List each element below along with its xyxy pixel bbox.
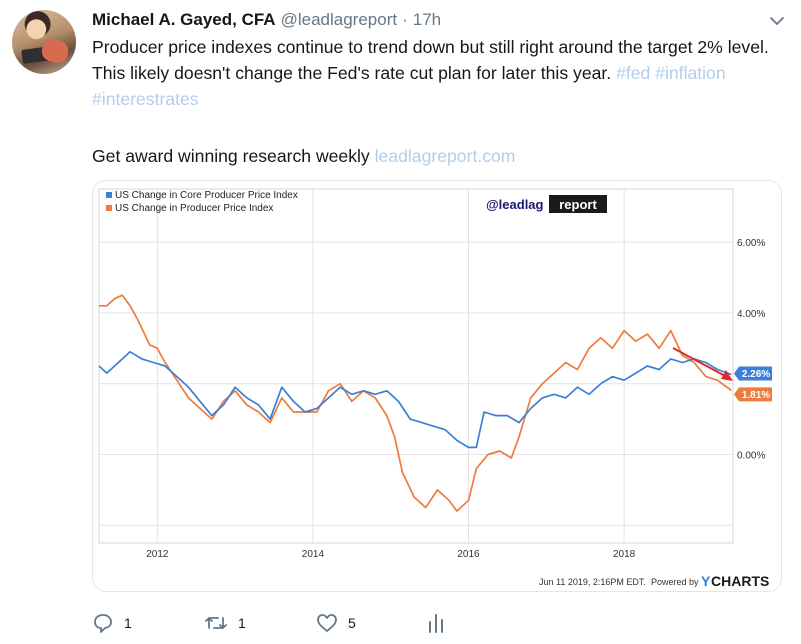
x-tick-label: 2014 [302, 549, 325, 560]
tweet-actions: 1 1 5 [92, 608, 492, 638]
analytics-action[interactable] [426, 608, 446, 638]
y-tick-label: 6.00% [737, 238, 765, 249]
series-line-ppi [99, 294, 732, 512]
x-tick-label: 2012 [146, 549, 169, 560]
reply-icon [94, 614, 112, 633]
tweet-text: Producer price indexes continue to trend… [92, 34, 782, 112]
chart-card[interactable]: 6.00% 4.00% 0.00% 2012 2014 2016 2018 2.26% 1.81… [92, 180, 782, 592]
hashtag-inflation[interactable]: #inflation [655, 63, 726, 83]
last-value-label: 1.81% [742, 390, 770, 401]
legend-entry: US Change in Core Producer Price Index [115, 190, 298, 201]
ycharts-brand-y: Y [701, 573, 711, 589]
separator-dot: · [402, 10, 408, 29]
tweet-timestamp[interactable]: 17h [412, 10, 442, 29]
series-line-core-ppi [98, 350, 732, 449]
legend-entry: US Change in Producer Price Index [115, 203, 273, 214]
plot-area [98, 188, 734, 544]
x-tick-label: 2016 [457, 549, 480, 560]
analytics-icon [429, 614, 443, 633]
y-tick-label: 4.00% [737, 309, 765, 320]
watermark-report-box [549, 195, 607, 213]
x-tick-label: 2018 [613, 549, 636, 560]
ycharts-brand-text: CHARTS [711, 573, 769, 589]
reply-count: 1 [124, 615, 132, 631]
arrow-annotation-line [672, 347, 728, 378]
chart-timestamp: Jun 11 2019, 2:16PM EDT. [539, 577, 646, 587]
like-count: 5 [348, 615, 356, 631]
author-name[interactable]: Michael A. Gayed, CFA [92, 10, 276, 29]
watermark-report: report [559, 197, 597, 212]
ppi-chart: 6.00% 4.00% 0.00% 2012 2014 2016 2018 2.26% 1.81… [98, 188, 772, 589]
y-tick-label: 0.00% [737, 451, 765, 462]
research-text: Get award winning research weekly [92, 146, 370, 166]
arrow-annotation-head [721, 370, 733, 381]
legend-swatch [106, 192, 112, 198]
watermark-leadlag: @leadlag [486, 197, 544, 212]
author-handle[interactable]: @leadlagreport [280, 10, 398, 29]
research-link[interactable]: leadlagreport.com [374, 146, 516, 166]
tweet-header: Michael A. Gayed, CFA @leadlagreport · 1… [92, 10, 441, 30]
retweet-count: 1 [238, 615, 246, 631]
retweet-icon [205, 617, 227, 629]
last-value-badge [734, 366, 772, 381]
retweet-action[interactable]: 1 [204, 608, 246, 638]
last-value-label: 2.26% [742, 369, 770, 380]
tweet-body: Producer price indexes continue to trend… [92, 37, 769, 83]
hashtag-fed[interactable]: #fed [616, 63, 651, 83]
reply-action[interactable]: 1 [92, 608, 132, 638]
last-value-badge [734, 387, 772, 402]
hashtag-interestrates[interactable]: #interestrates [92, 89, 199, 109]
tweet-research-line: Get award winning research weekly leadla… [92, 143, 515, 169]
heart-icon [317, 614, 337, 632]
chevron-down-icon[interactable] [768, 12, 786, 30]
avatar[interactable] [12, 10, 76, 74]
powered-by-text: Powered by [651, 577, 699, 587]
like-action[interactable]: 5 [316, 608, 356, 638]
legend-swatch [106, 205, 112, 211]
